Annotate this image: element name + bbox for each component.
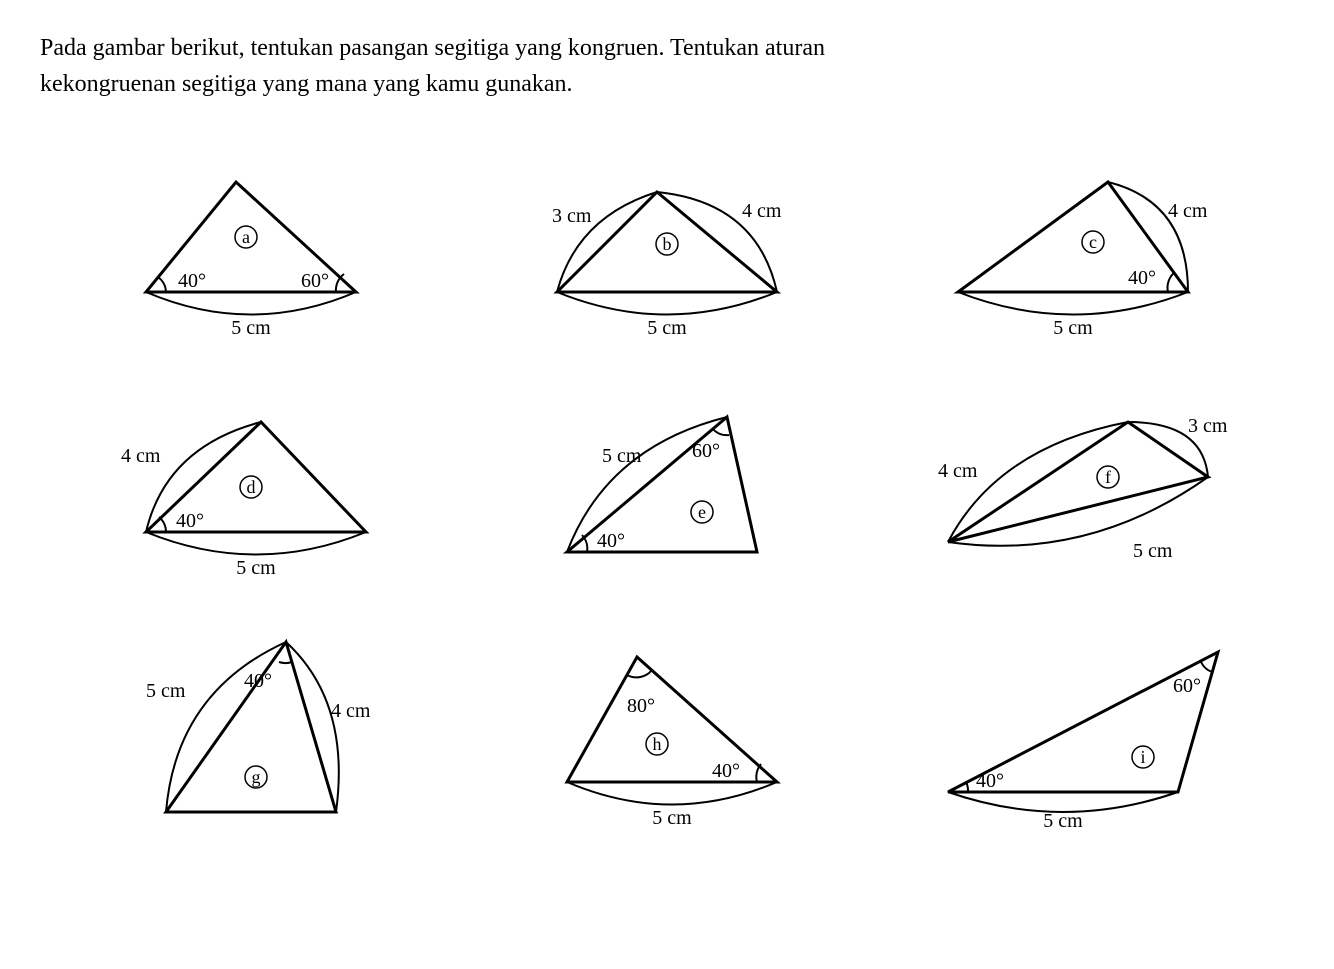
triangle-d-bottom: 5 cm: [236, 557, 276, 579]
triangle-g-right: 4 cm: [331, 700, 371, 722]
triangle-a-angle-left: 40°: [178, 270, 206, 292]
triangle-g-left: 5 cm: [146, 680, 186, 702]
triangle-h-label: h: [652, 734, 661, 754]
triangle-a-label: a: [242, 227, 250, 247]
triangle-g: g 5 cm 40° 4 cm: [80, 632, 431, 832]
triangle-a-bottom: 5 cm: [231, 317, 271, 339]
triangle-e-angle-left: 40°: [597, 530, 625, 552]
triangle-d-left: 4 cm: [121, 445, 161, 467]
triangle-f-right: 3 cm: [1188, 415, 1228, 437]
triangle-g-angle-top: 40°: [244, 670, 272, 692]
triangle-a: a 40° 60° 5 cm: [80, 152, 431, 352]
triangle-c-bottom: 5 cm: [1054, 317, 1094, 339]
triangle-i-angle-top: 60°: [1173, 675, 1201, 697]
triangle-i: i 60° 40° 5 cm: [903, 632, 1254, 832]
triangle-e: e 5 cm 60° 40°: [491, 392, 842, 592]
triangle-h-angle-right: 40°: [712, 760, 740, 782]
triangle-b-label: b: [662, 234, 671, 254]
triangle-b: b 3 cm 4 cm 5 cm: [491, 152, 842, 352]
triangle-c-label: c: [1089, 232, 1097, 252]
triangle-i-angle-left: 40°: [976, 770, 1004, 792]
triangle-g-label: g: [251, 767, 260, 787]
triangle-b-bottom: 5 cm: [647, 317, 687, 339]
question-line1: Pada gambar berikut, tentukan pasangan s…: [40, 35, 825, 61]
triangle-e-angle-top: 60°: [692, 440, 720, 462]
triangle-f-left: 4 cm: [938, 460, 978, 482]
triangle-d: d 4 cm 40° 5 cm: [80, 392, 431, 592]
triangle-i-label: i: [1141, 747, 1146, 767]
triangle-h: h 80° 40° 5 cm: [491, 632, 842, 832]
triangle-d-label: d: [246, 477, 255, 497]
triangle-e-label: e: [698, 502, 706, 522]
triangle-f-label: f: [1105, 467, 1111, 487]
triangle-f: f 4 cm 3 cm 5 cm: [903, 392, 1254, 592]
triangle-i-bottom: 5 cm: [1044, 810, 1084, 832]
triangles-grid: a 40° 60° 5 cm b 3 cm 4 cm 5 cm: [40, 152, 1294, 832]
triangle-c-right: 4 cm: [1168, 200, 1208, 222]
triangle-b-right: 4 cm: [742, 200, 782, 222]
triangle-c-angle-right: 40°: [1128, 267, 1156, 289]
triangle-f-bottom: 5 cm: [1133, 540, 1173, 562]
triangle-b-left: 3 cm: [552, 205, 592, 227]
triangle-h-bottom: 5 cm: [652, 807, 692, 829]
triangle-e-left: 5 cm: [602, 445, 642, 467]
question-line2: kekongruenan segitiga yang mana yang kam…: [40, 71, 573, 97]
triangle-a-angle-right: 60°: [301, 270, 329, 292]
question-text: Pada gambar berikut, tentukan pasangan s…: [40, 30, 1294, 102]
triangle-c: c 4 cm 40° 5 cm: [903, 152, 1254, 352]
triangle-d-angle-left: 40°: [176, 510, 204, 532]
triangle-h-angle-top: 80°: [627, 695, 655, 717]
